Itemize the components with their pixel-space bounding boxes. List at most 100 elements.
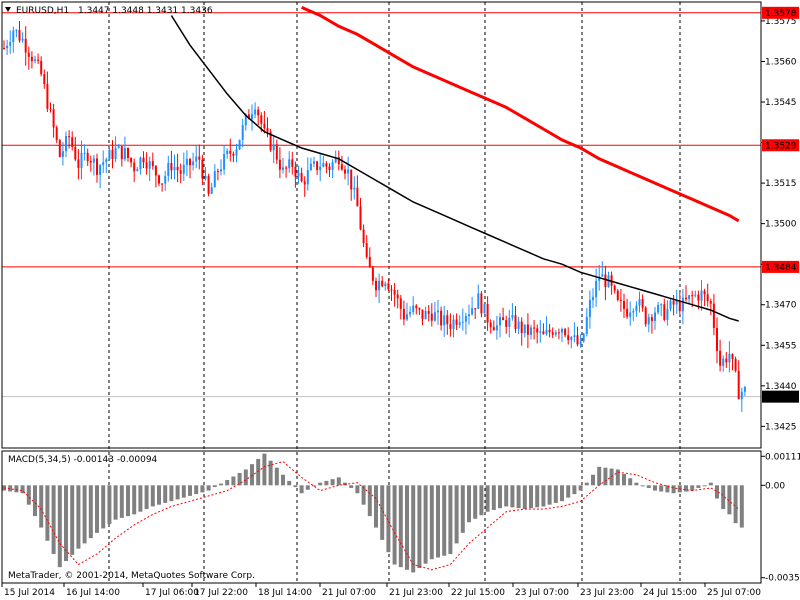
candle-body xyxy=(378,280,381,291)
time-tick-label: 24 Jul 15:00 xyxy=(643,588,697,598)
candle-body xyxy=(213,171,216,188)
candle-body xyxy=(464,316,467,322)
candle-body xyxy=(647,317,650,325)
candle-body xyxy=(672,300,675,305)
candle-body xyxy=(427,311,430,314)
macd-bar xyxy=(374,485,378,528)
candle-body xyxy=(573,335,576,338)
candle-body xyxy=(365,243,368,257)
macd-bar xyxy=(671,485,676,494)
candle-body xyxy=(511,315,514,318)
candle-body xyxy=(353,187,356,190)
candle-body xyxy=(139,157,142,170)
candle-body xyxy=(520,321,523,334)
macd-signal-line xyxy=(3,461,740,571)
macd-bar xyxy=(436,485,440,558)
candle-body xyxy=(3,47,5,49)
candle-body xyxy=(254,109,257,115)
macd-bar xyxy=(634,482,639,486)
macd-bar xyxy=(57,485,62,568)
macd-bar xyxy=(268,460,273,486)
candle-body xyxy=(275,144,278,160)
candle-body xyxy=(523,324,526,334)
candle-body xyxy=(409,312,412,315)
candle-body xyxy=(461,321,464,323)
candle-body xyxy=(418,308,421,310)
candle-body xyxy=(55,127,58,141)
macd-bar xyxy=(287,480,292,486)
macd-bar xyxy=(324,480,329,486)
macd-bar xyxy=(256,458,261,486)
candle-body xyxy=(176,166,179,171)
candle-body xyxy=(266,128,269,132)
candle-body xyxy=(477,293,480,309)
candle-body xyxy=(458,322,461,325)
macd-bar xyxy=(64,485,68,561)
candle-body xyxy=(164,175,167,184)
candle-body xyxy=(151,161,154,167)
candle-body xyxy=(650,317,653,321)
candle-body xyxy=(92,158,95,163)
macd-bar xyxy=(553,485,558,503)
macd-bar xyxy=(498,485,502,509)
macd-pane-border xyxy=(1,450,762,584)
candle-body xyxy=(309,163,312,170)
candles xyxy=(3,20,746,412)
macd-bar xyxy=(504,485,509,507)
candle-body xyxy=(247,114,250,120)
candle-body xyxy=(263,123,266,129)
candle-body xyxy=(700,290,703,301)
price-tick-label: 1.3500 xyxy=(765,220,797,230)
candle-body xyxy=(657,304,660,313)
candle-body xyxy=(241,125,244,140)
time-tick-label: 16 Jul 14:00 xyxy=(66,588,120,598)
candle-body xyxy=(142,157,145,163)
candle-body xyxy=(610,275,613,286)
candle-body xyxy=(272,144,275,151)
macd-bar xyxy=(243,469,248,486)
candle-body xyxy=(421,309,424,320)
macd-bar xyxy=(467,485,471,523)
candle-body xyxy=(678,300,681,312)
level-price-box xyxy=(762,260,799,273)
time-tick-label: 21 Jul 07:00 xyxy=(322,588,376,598)
candle-body xyxy=(551,332,554,335)
macd-bar xyxy=(386,485,391,553)
candle-body xyxy=(111,149,114,159)
candle-body xyxy=(480,293,483,314)
macd-bar xyxy=(491,485,496,510)
candle-body xyxy=(65,136,67,152)
candle-body xyxy=(595,280,598,298)
macd-bar xyxy=(622,473,626,486)
macd-bar xyxy=(591,474,595,486)
candle-body xyxy=(158,175,160,184)
macd-bar xyxy=(274,467,279,486)
macd-bar xyxy=(312,485,316,487)
candle-body xyxy=(306,169,309,185)
candle-body xyxy=(440,310,443,326)
macd-bar xyxy=(653,485,657,491)
candle-body xyxy=(489,322,492,328)
macd-bar xyxy=(529,485,533,509)
macd-bar xyxy=(405,485,409,570)
candle-body xyxy=(58,140,61,157)
macd-bar xyxy=(715,485,719,499)
candle-body xyxy=(384,283,387,287)
candle-body xyxy=(319,166,322,171)
dropdown-triangle-icon[interactable] xyxy=(5,7,11,12)
candle-body xyxy=(136,169,139,172)
macd-bar xyxy=(584,482,589,486)
candle-body xyxy=(189,158,191,166)
candle-body xyxy=(251,114,253,120)
candle-body xyxy=(734,359,737,371)
candle-body xyxy=(15,30,18,32)
candle-body xyxy=(536,328,539,333)
candle-body xyxy=(161,183,164,185)
macd-bar xyxy=(144,485,149,510)
candle-body xyxy=(619,299,622,301)
candle-body xyxy=(641,299,644,308)
copyright-label: MetaTrader, © 2001-2014, MetaQuotes Soft… xyxy=(8,571,255,581)
candle-body xyxy=(46,84,49,109)
candle-body xyxy=(294,166,297,177)
